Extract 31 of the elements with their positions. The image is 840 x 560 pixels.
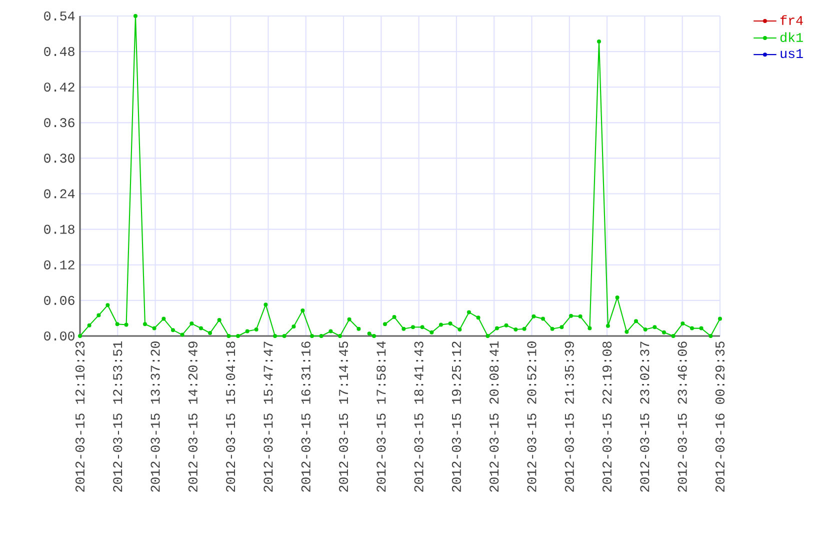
x-tick-label: 2012-03-15 21:35:39 [564, 342, 574, 492]
x-tick-label: 2012-03-15 17:58:14 [376, 341, 386, 492]
x-tick-label: 2012-03-15 20:52:10 [527, 342, 536, 492]
y-tick-label: 0.54 [44, 11, 75, 21]
legend-label: fr4 [780, 15, 803, 25]
y-tick-label: 0.00 [44, 331, 74, 341]
x-tick-label: 2012-03-15 23:46:06 [678, 342, 687, 492]
x-tick-label: 2012-03-15 15:47:47 [264, 342, 273, 492]
y-tick-label: 0.24 [44, 189, 75, 198]
y-tick-label: 0.36 [44, 118, 74, 128]
x-tick-label: 2012-03-15 22:19:08 [602, 342, 612, 492]
y-tick-label: 0.42 [44, 82, 74, 92]
x-tick-label: 2012-03-15 13:37:20 [150, 342, 160, 492]
y-tick-label: 0.30 [44, 154, 74, 163]
x-tick-label: 2012-03-15 17:14:45 [338, 342, 348, 492]
y-tick-label: 0.48 [44, 47, 74, 56]
x-tick-label: 2012-03-15 12:10:23 [75, 342, 85, 492]
x-tick-label: 2012-03-15 23:02:37 [640, 342, 650, 492]
y-tick-label: 0.06 [44, 296, 74, 305]
y-tick-label: 0.12 [44, 260, 74, 270]
y-tick-label: 0.18 [44, 224, 74, 234]
x-tick-label: 2012-03-15 14:20:49 [188, 342, 198, 492]
x-tick-label: 2012-03-16 00:29:35 [715, 342, 725, 492]
x-tick-label: 2012-03-15 20:08:41 [490, 341, 499, 492]
x-tick-label: 2012-03-15 19:25:12 [452, 342, 461, 492]
x-tick-label: 2012-03-15 15:04:18 [226, 342, 236, 492]
legend-label: dk1 [780, 32, 803, 42]
legend-label: us1 [780, 49, 803, 58]
x-tick-label: 2012-03-15 12:53:51 [113, 341, 122, 492]
x-tick-label: 2012-03-15 16:31:16 [301, 342, 310, 492]
x-tick-label: 2012-03-15 18:41:43 [414, 342, 424, 492]
